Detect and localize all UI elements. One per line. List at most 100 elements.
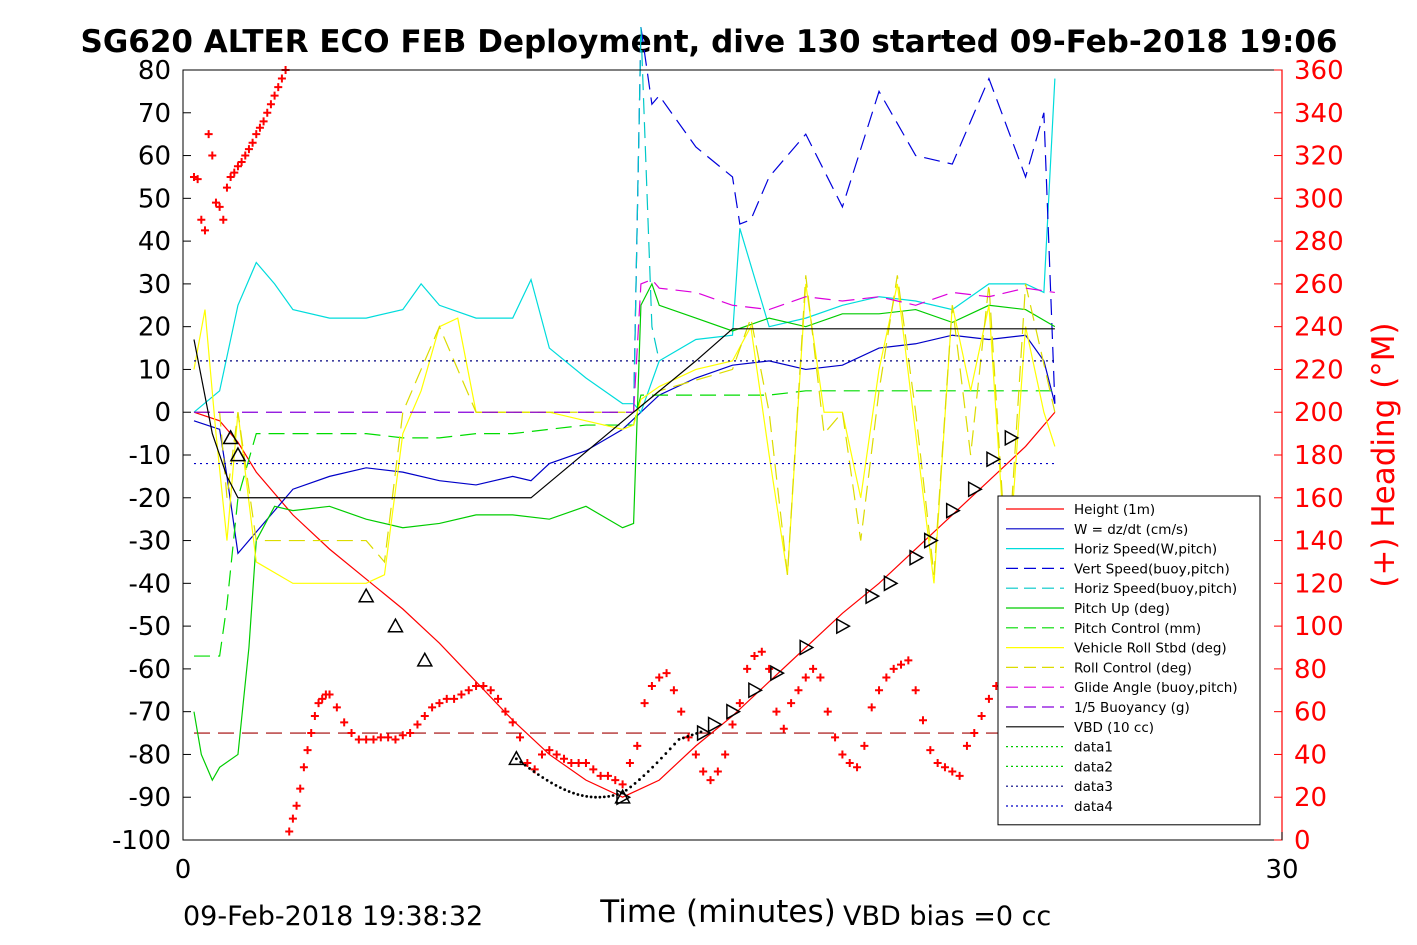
heading-point bbox=[538, 750, 547, 759]
heading-point bbox=[211, 198, 220, 207]
depth-marker bbox=[229, 446, 247, 462]
depth-marker bbox=[707, 716, 723, 733]
heading-point bbox=[713, 767, 722, 776]
depth-trace-dot bbox=[620, 791, 624, 795]
heading-point bbox=[296, 784, 305, 793]
right-tick-label: 140 bbox=[1294, 527, 1344, 557]
legend-label: 1/5 Buoyancy (g) bbox=[1074, 700, 1190, 716]
heading-point bbox=[208, 151, 217, 160]
depth-trace-dot bbox=[541, 776, 545, 779]
heading-point bbox=[310, 711, 319, 720]
legend-label: data4 bbox=[1074, 799, 1113, 815]
heading-point bbox=[252, 130, 261, 139]
heading-point bbox=[398, 731, 407, 740]
footer-timestamp: 09-Feb-2018 19:38:32 bbox=[183, 901, 483, 932]
heading-point bbox=[962, 741, 971, 750]
depth-trace-dot bbox=[602, 795, 606, 799]
heading-point bbox=[845, 759, 854, 767]
depth-trace-dot bbox=[677, 738, 681, 741]
series-line-6 bbox=[193, 390, 1055, 657]
heading-point bbox=[244, 145, 253, 154]
depth-trace-dot bbox=[686, 735, 690, 738]
heading-point bbox=[889, 664, 898, 673]
left-tick-label: -30 bbox=[129, 527, 171, 557]
heading-point bbox=[706, 776, 715, 785]
legend-label: data2 bbox=[1074, 759, 1113, 775]
heading-point bbox=[494, 694, 503, 703]
left-tick-label: 40 bbox=[138, 227, 171, 257]
heading-point bbox=[545, 746, 554, 755]
heading-point bbox=[428, 703, 437, 712]
depth-trace-dot bbox=[690, 733, 694, 737]
heading-point bbox=[204, 130, 213, 139]
depth-trace-dot bbox=[536, 773, 540, 776]
heading-point bbox=[823, 707, 832, 716]
legend-label: Roll Control (deg) bbox=[1074, 660, 1192, 676]
depth-trace-dot bbox=[638, 778, 641, 781]
depth-marker bbox=[909, 549, 925, 566]
heading-point bbox=[340, 718, 349, 727]
legend-label: Vehicle Roll Stbd (deg) bbox=[1074, 641, 1227, 657]
right-tick-label: 360 bbox=[1294, 56, 1344, 86]
left-tick-label: -90 bbox=[129, 783, 171, 813]
heading-point bbox=[926, 746, 935, 755]
depth-trace-dot bbox=[624, 788, 628, 792]
left-tick-label: 80 bbox=[138, 56, 171, 86]
heading-point bbox=[266, 100, 275, 109]
depth-trace-dot bbox=[576, 793, 580, 796]
heading-points bbox=[190, 66, 1015, 836]
heading-point bbox=[567, 759, 576, 767]
depth-marker bbox=[967, 480, 983, 498]
series-line-7 bbox=[193, 283, 1056, 584]
depth-trace-dot bbox=[528, 767, 531, 770]
heading-point bbox=[303, 746, 312, 755]
heading-point bbox=[384, 733, 393, 742]
depth-marker bbox=[986, 451, 1002, 468]
heading-point bbox=[867, 703, 876, 712]
heading-point bbox=[241, 151, 250, 160]
heading-point bbox=[464, 686, 473, 695]
legend-label: Horiz Speed(W,pitch) bbox=[1074, 542, 1217, 558]
legend-label: Glide Angle (buoy,pitch) bbox=[1074, 680, 1238, 696]
legend-box bbox=[997, 495, 1261, 826]
heading-point bbox=[270, 91, 279, 100]
legend-label: Horiz Speed(buoy,pitch) bbox=[1074, 581, 1237, 597]
heading-point bbox=[640, 699, 649, 708]
depth-trace-dot bbox=[567, 790, 571, 793]
heading-point bbox=[838, 750, 847, 759]
left-tick-label: -50 bbox=[129, 612, 171, 642]
depth-trace-dot bbox=[594, 795, 597, 799]
depth-marker bbox=[387, 617, 404, 633]
heading-point bbox=[391, 735, 400, 744]
heading-point bbox=[603, 771, 612, 780]
heading-point bbox=[457, 690, 466, 699]
depth-marker bbox=[865, 587, 881, 605]
right-tick-label: 0 bbox=[1294, 826, 1311, 856]
depth-marker bbox=[1004, 429, 1020, 447]
depth-marker bbox=[748, 682, 764, 699]
right-tick-label: 200 bbox=[1294, 398, 1344, 428]
left-tick-label: 20 bbox=[138, 313, 171, 343]
depth-marker bbox=[799, 639, 815, 656]
heading-point bbox=[274, 83, 283, 92]
heading-point bbox=[677, 707, 686, 716]
heading-point bbox=[255, 123, 264, 132]
heading-point bbox=[691, 750, 700, 759]
heading-point bbox=[362, 735, 371, 744]
heading-point bbox=[230, 168, 239, 177]
heading-point bbox=[369, 735, 378, 744]
heading-point bbox=[933, 759, 942, 767]
depth-marker bbox=[770, 664, 786, 682]
depth-trace-dot bbox=[523, 763, 527, 767]
series-line-5 bbox=[193, 282, 1056, 782]
right-tick-label: 100 bbox=[1294, 612, 1344, 642]
left-tick-label: -40 bbox=[129, 569, 171, 599]
heading-point bbox=[721, 750, 730, 759]
heading-point bbox=[450, 694, 459, 703]
depth-trace-dot bbox=[589, 795, 593, 799]
depth-trace-dot bbox=[545, 778, 549, 782]
depth-marker bbox=[836, 617, 851, 635]
depth-marker bbox=[883, 575, 899, 592]
heading-point bbox=[237, 157, 246, 166]
depth-marker bbox=[416, 651, 434, 667]
